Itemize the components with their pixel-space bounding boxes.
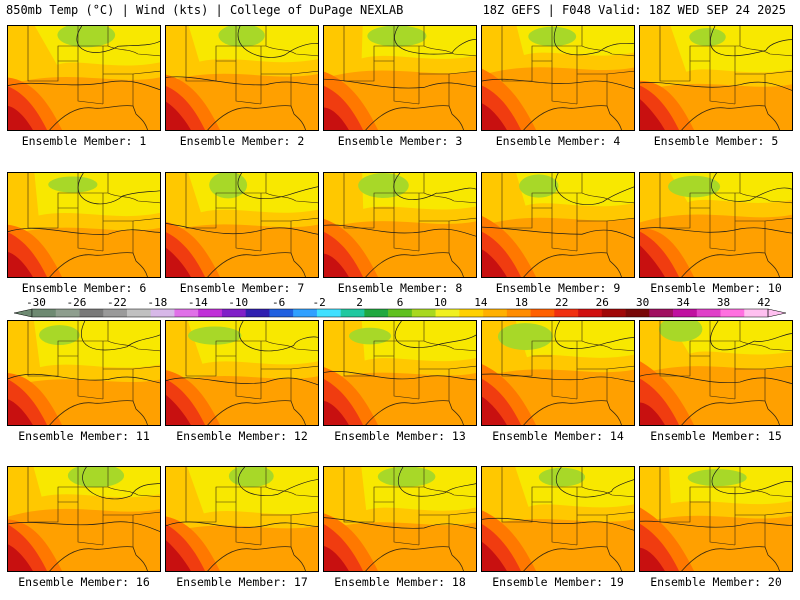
colorbar-labels: -30 -26 -22 -18 -14 -10 -6 -2 2 6 10 14 18 22 26 30 34 38… bbox=[0, 296, 800, 309]
ensemble-member-label: Ensemble Member: 16 bbox=[18, 575, 150, 589]
colorbar-swatch bbox=[601, 309, 626, 317]
colorbar-swatch bbox=[198, 309, 223, 317]
ensemble-member-label: Ensemble Member: 11 bbox=[18, 429, 150, 443]
ensemble-member-map bbox=[639, 466, 793, 572]
colorbar-tick-label: 34 bbox=[676, 296, 690, 309]
ensemble-member-label: Ensemble Member: 8 bbox=[337, 281, 463, 295]
colorbar-tick-label: -14 bbox=[187, 296, 208, 309]
ensemble-member-label: Ensemble Member: 5 bbox=[653, 134, 779, 148]
ensemble-member-map bbox=[481, 172, 635, 278]
colorbar-tick-label: -30 bbox=[26, 296, 46, 309]
colorbar-tick-label: 30 bbox=[636, 296, 650, 309]
colorbar-swatch bbox=[79, 309, 104, 317]
colorbar-swatch bbox=[435, 309, 460, 317]
colorbar-swatch bbox=[269, 309, 294, 317]
ensemble-member-label: Ensemble Member: 2 bbox=[179, 134, 305, 148]
colorbar-tick-label: -18 bbox=[147, 296, 168, 309]
colorbar-tick-label: 38 bbox=[716, 296, 731, 309]
ensemble-member-map bbox=[7, 466, 161, 572]
ensemble-member-map bbox=[165, 172, 319, 278]
ensemble-member-label: Ensemble Member: 18 bbox=[334, 575, 466, 589]
ensemble-member-label: Ensemble Member: 6 bbox=[21, 281, 147, 295]
colorbar-swatch bbox=[340, 309, 365, 317]
ensemble-member-map bbox=[481, 25, 635, 131]
ensemble-member-map bbox=[481, 466, 635, 572]
ensemble-member-label: Ensemble Member: 3 bbox=[337, 134, 463, 148]
colorbar-tick-label: -26 bbox=[66, 296, 87, 309]
colorbar-swatch bbox=[696, 309, 721, 317]
colorbar-tick-label: 10 bbox=[433, 296, 448, 309]
ensemble-member-map bbox=[165, 25, 319, 131]
ensemble-member-map bbox=[639, 172, 793, 278]
ensemble-member-map bbox=[165, 466, 319, 572]
ensemble-member-map bbox=[639, 320, 793, 426]
colorbar-swatch bbox=[411, 309, 436, 317]
ensemble-member-map bbox=[323, 25, 477, 131]
colorbar-tick-label: -6 bbox=[272, 296, 286, 309]
temperature-colorbar bbox=[13, 308, 787, 318]
colorbar-swatch bbox=[126, 309, 152, 317]
ensemble-member-map bbox=[7, 172, 161, 278]
ensemble-member-map bbox=[7, 320, 161, 426]
colorbar-swatch bbox=[530, 309, 555, 317]
ensemble-member-label: Ensemble Member: 7 bbox=[179, 281, 305, 295]
colorbar-swatch bbox=[364, 309, 389, 317]
colorbar-swatch bbox=[554, 309, 579, 317]
colorbar-swatch bbox=[459, 309, 484, 317]
ensemble-member-label: Ensemble Member: 10 bbox=[650, 281, 782, 295]
colorbar-tick-label: 18 bbox=[514, 296, 528, 309]
colorbar-swatch bbox=[720, 309, 745, 317]
colorbar-swatch bbox=[316, 309, 341, 317]
colorbar-swatch bbox=[55, 309, 80, 317]
colorbar-swatch bbox=[293, 309, 318, 317]
ensemble-member-label: Ensemble Member: 20 bbox=[650, 575, 782, 589]
ensemble-member-label: Ensemble Member: 15 bbox=[650, 429, 782, 443]
colorbar-swatch bbox=[245, 309, 270, 317]
colorbar-swatch bbox=[673, 309, 698, 317]
ensemble-member-label: Ensemble Member: 14 bbox=[492, 429, 624, 443]
ensemble-member-map bbox=[323, 320, 477, 426]
colorbar-swatch bbox=[150, 309, 175, 317]
colorbar-swatch bbox=[32, 309, 57, 317]
colorbar-swatch bbox=[744, 309, 769, 317]
ensemble-member-map bbox=[323, 172, 477, 278]
colorbar-swatch bbox=[578, 309, 603, 317]
ensemble-member-map bbox=[165, 320, 319, 426]
colorbar-tick-label: 2 bbox=[356, 296, 363, 309]
colorbar-swatch bbox=[506, 309, 531, 317]
map-title: 850mb Temp (°C) | Wind (kts) | College o… bbox=[6, 3, 404, 17]
colorbar-tick-label: 42 bbox=[757, 296, 771, 309]
ensemble-member-label: Ensemble Member: 17 bbox=[176, 575, 308, 589]
colorbar-tick-label: 6 bbox=[396, 296, 404, 309]
colorbar-tick-label: -2 bbox=[312, 296, 326, 309]
colorbar-tick-label: -10 bbox=[228, 296, 249, 309]
model-run-info: 18Z GEFS | F048 Valid: 18Z WED SEP 24 20… bbox=[482, 3, 786, 17]
colorbar-tick-label: 22 bbox=[555, 296, 569, 309]
ensemble-member-label: Ensemble Member: 1 bbox=[21, 134, 147, 148]
colorbar-swatch bbox=[625, 309, 650, 317]
colorbar-swatch bbox=[649, 309, 674, 317]
ensemble-member-label: Ensemble Member: 9 bbox=[495, 281, 621, 295]
colorbar-tick-label: 26 bbox=[595, 296, 609, 309]
colorbar-swatch bbox=[388, 309, 413, 317]
colorbar-swatch bbox=[174, 309, 199, 317]
ensemble-member-map bbox=[7, 25, 161, 131]
ensemble-member-map bbox=[481, 320, 635, 426]
ensemble-member-label: Ensemble Member: 19 bbox=[492, 575, 624, 589]
colorbar-tick-label: -22 bbox=[106, 296, 127, 309]
ensemble-member-label: Ensemble Member: 12 bbox=[176, 429, 308, 443]
colorbar-swatch bbox=[221, 309, 246, 317]
colorbar-tick-label: 14 bbox=[474, 296, 488, 309]
colorbar-swatch bbox=[483, 309, 508, 317]
ensemble-member-label: Ensemble Member: 4 bbox=[495, 134, 621, 148]
ensemble-member-map bbox=[323, 466, 477, 572]
ensemble-member-map bbox=[639, 25, 793, 131]
ensemble-member-label: Ensemble Member: 13 bbox=[334, 429, 466, 443]
colorbar-swatch bbox=[103, 309, 128, 317]
